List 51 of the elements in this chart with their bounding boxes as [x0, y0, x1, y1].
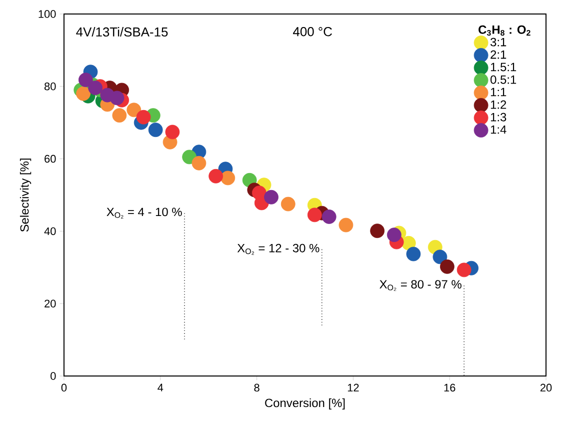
point [78, 72, 93, 88]
x-axis-title: Conversion [%] [265, 398, 345, 410]
y-tick-label: 20 [44, 300, 56, 308]
point [126, 102, 142, 118]
x-tick-label: 12 [348, 384, 359, 392]
y-tick-label: 100 [38, 10, 56, 18]
point [136, 110, 151, 124]
legend-label: 1:2 [490, 100, 506, 109]
point [370, 224, 385, 238]
x-tick-label: 4 [158, 384, 164, 392]
annotation: 4V/13Ti/SBA-15 [76, 27, 168, 37]
point [220, 170, 236, 186]
x-tick-label: 8 [254, 384, 260, 392]
point [165, 124, 180, 140]
annotation: X$_{O₂}$ = 80 - 97 % [380, 280, 462, 291]
point [112, 108, 127, 123]
point [148, 122, 163, 138]
x-tick-label: 0 [61, 384, 67, 392]
point [307, 208, 322, 222]
annotation: 400 °C [293, 27, 332, 36]
point [338, 218, 354, 232]
annotation: X$_{O₂}$ = 12 - 30 % [237, 244, 320, 255]
point [110, 90, 124, 106]
point [456, 262, 472, 278]
point [88, 80, 103, 96]
y-axis-title: Selectivity [%] [20, 158, 32, 232]
annotation: X$_{O₂}$ = 4 - 10 % [106, 208, 182, 219]
point [440, 259, 454, 274]
point [264, 190, 278, 204]
legend-label: 0.5:1 [490, 75, 516, 84]
legend-label: 1.5:1 [490, 62, 516, 72]
legend-label: 2:1 [490, 50, 506, 59]
point [76, 86, 90, 101]
y-tick-label: 80 [44, 82, 56, 90]
point [208, 168, 224, 184]
point [280, 196, 296, 212]
point [406, 246, 421, 262]
y-tick-label: 40 [44, 227, 56, 236]
y-tick-label: 60 [44, 154, 56, 163]
x-tick-label: 16 [444, 384, 456, 392]
legend-label: 1:1 [490, 88, 506, 96]
point [386, 228, 402, 242]
legend-label: 1:4 [490, 125, 506, 134]
point [192, 156, 206, 170]
point [322, 210, 336, 224]
x-tick-label: 20 [540, 384, 552, 392]
point [432, 250, 448, 264]
legend-label: 1:3 [490, 112, 506, 122]
y-tick-label: 0 [50, 372, 56, 380]
legend-title: C$_{3}$H$_{8}$ : O$_{2}$ [478, 25, 530, 36]
legend-label: 3:1 [490, 38, 506, 46]
